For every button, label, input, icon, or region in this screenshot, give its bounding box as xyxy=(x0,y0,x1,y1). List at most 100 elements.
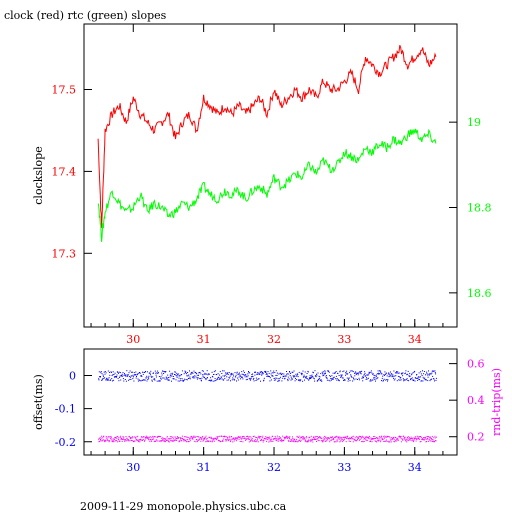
scatter-point-offset xyxy=(363,375,365,377)
scatter-point-offset xyxy=(262,372,264,374)
scatter-point-offset xyxy=(239,375,241,377)
scatter-point-rndtrip xyxy=(125,439,127,441)
scatter-point-offset xyxy=(358,379,360,381)
scatter-point-offset xyxy=(340,374,342,376)
scatter-point-rndtrip xyxy=(355,436,357,438)
scatter-point-offset xyxy=(160,377,162,379)
scatter-point-rndtrip xyxy=(203,439,205,441)
scatter-point-rndtrip xyxy=(418,438,420,440)
scatter-point-offset xyxy=(125,374,127,376)
scatter-point-offset xyxy=(278,373,280,375)
scatter-point-offset xyxy=(331,378,333,380)
scatter-point-offset xyxy=(121,374,122,376)
scatter-point-rndtrip xyxy=(295,441,296,443)
scatter-point-offset xyxy=(140,375,142,377)
scatter-point-offset xyxy=(202,374,204,376)
scatter-point-rndtrip xyxy=(142,438,144,440)
scatter-point-offset xyxy=(284,377,286,379)
scatter-point-offset xyxy=(424,379,426,381)
scatter-point-rndtrip xyxy=(248,438,249,440)
scatter-point-rndtrip xyxy=(176,438,178,440)
scatter-point-offset xyxy=(311,374,313,376)
scatter-point-rndtrip xyxy=(250,437,252,439)
scatter-point-rndtrip xyxy=(108,440,110,442)
scatter-point-offset xyxy=(310,375,312,377)
scatter-point-rndtrip xyxy=(182,437,184,439)
scatter-point-rndtrip xyxy=(181,440,183,442)
scatter-point-offset xyxy=(269,380,271,382)
scatter-point-offset xyxy=(342,371,344,373)
scatter-point-rndtrip xyxy=(242,441,244,443)
scatter-point-offset xyxy=(176,372,178,374)
scatter-point-rndtrip xyxy=(323,439,325,440)
scatter-point-rndtrip xyxy=(294,439,296,441)
scatter-point-rndtrip xyxy=(216,439,218,441)
scatter-point-rndtrip xyxy=(219,440,221,442)
scatter-point-offset xyxy=(397,375,399,377)
scatter-point-rndtrip xyxy=(275,439,277,441)
scatter-point-rndtrip xyxy=(363,438,365,440)
scatter-point-rndtrip xyxy=(322,440,324,442)
scatter-point-offset xyxy=(322,371,324,373)
scatter-point-offset xyxy=(239,374,241,376)
top-plot-frame xyxy=(83,23,458,328)
scatter-point-rndtrip xyxy=(136,439,138,441)
scatter-point-offset xyxy=(164,378,166,380)
scatter-point-rndtrip xyxy=(259,437,261,439)
scatter-point-rndtrip xyxy=(241,437,243,439)
scatter-point-rndtrip xyxy=(284,438,286,440)
scatter-point-rndtrip xyxy=(429,437,431,439)
scatter-point-rndtrip xyxy=(163,439,165,441)
scatter-point-rndtrip xyxy=(313,437,314,439)
scatter-point-offset xyxy=(292,378,293,380)
scatter-point-rndtrip xyxy=(345,437,347,439)
scatter-point-offset xyxy=(398,379,400,381)
scatter-point-rndtrip xyxy=(148,436,150,438)
scatter-point-rndtrip xyxy=(345,441,347,443)
scatter-point-rndtrip xyxy=(228,438,230,440)
scatter-point-rndtrip xyxy=(288,437,290,438)
scatter-point-rndtrip xyxy=(390,441,392,443)
scatter-point-offset xyxy=(223,379,225,381)
scatter-point-rndtrip xyxy=(133,436,135,438)
scatter-point-rndtrip xyxy=(232,441,234,443)
scatter-point-rndtrip xyxy=(317,438,319,440)
scatter-point-offset xyxy=(360,371,362,373)
scatter-point-offset xyxy=(105,372,107,374)
scatter-point-offset xyxy=(419,376,421,378)
scatter-point-offset xyxy=(266,376,268,377)
scatter-point-offset xyxy=(151,379,153,381)
scatter-point-offset xyxy=(242,378,244,380)
scatter-point-rndtrip xyxy=(132,440,134,442)
scatter-point-offset xyxy=(148,375,150,377)
scatter-point-offset xyxy=(228,372,230,374)
scatter-point-rndtrip xyxy=(289,438,290,440)
scatter-point-offset xyxy=(177,380,179,382)
scatter-point-offset xyxy=(424,377,426,379)
scatter-point-rndtrip xyxy=(270,440,272,442)
scatter-point-offset xyxy=(311,377,313,379)
scatter-point-rndtrip xyxy=(374,435,376,437)
scatter-point-rndtrip xyxy=(414,438,416,439)
scatter-point-offset xyxy=(100,372,102,374)
scatter-point-rndtrip xyxy=(207,440,209,442)
scatter-point-rndtrip xyxy=(270,439,272,441)
scatter-point-rndtrip xyxy=(420,436,422,438)
scatter-point-rndtrip xyxy=(323,435,325,437)
scatter-point-rndtrip xyxy=(424,438,426,440)
scatter-point-rndtrip xyxy=(264,438,266,440)
scatter-point-rndtrip xyxy=(244,437,246,439)
scatter-point-rndtrip xyxy=(266,438,268,440)
scatter-point-rndtrip xyxy=(193,435,195,437)
scatter-point-rndtrip xyxy=(284,437,286,439)
scatter-point-offset xyxy=(416,378,418,379)
scatter-point-offset xyxy=(297,373,299,375)
scatter-point-rndtrip xyxy=(357,439,358,441)
scatter-point-offset xyxy=(361,370,363,372)
scatter-point-rndtrip xyxy=(335,435,337,437)
scatter-point-offset xyxy=(196,373,198,375)
scatter-point-rndtrip xyxy=(131,437,133,439)
scatter-point-offset xyxy=(133,380,135,382)
scatter-point-offset xyxy=(375,376,377,378)
